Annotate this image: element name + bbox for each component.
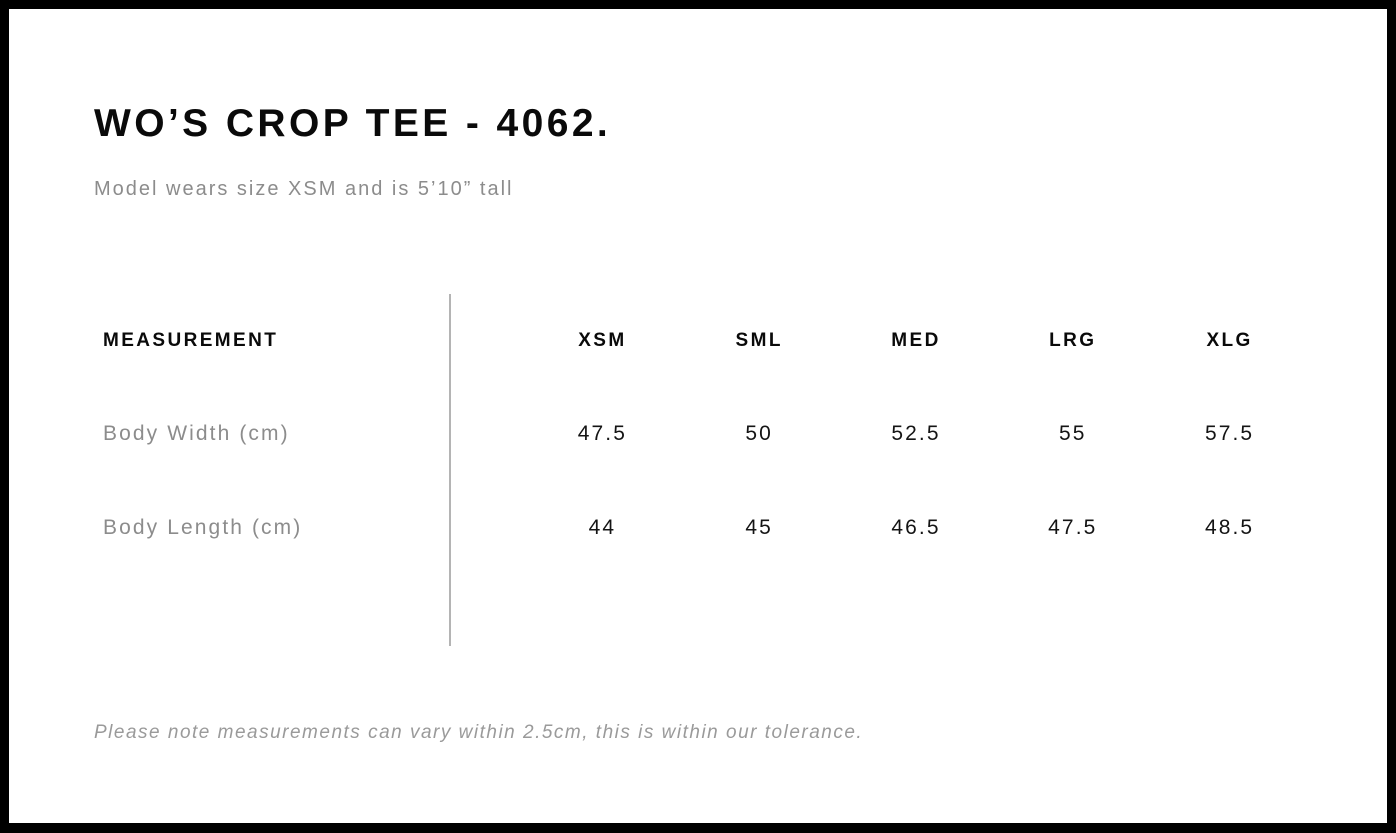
row-value-cell: 47.5 bbox=[994, 516, 1151, 540]
column-header-med: MED bbox=[891, 329, 941, 351]
value-body-width-lrg: 55 bbox=[1059, 422, 1087, 445]
row-value-cell: 47.5 bbox=[524, 422, 681, 446]
table-header-size-cell: SML bbox=[681, 330, 838, 352]
column-divider bbox=[449, 294, 451, 646]
row-value-cell: 44 bbox=[524, 516, 681, 540]
column-header-measurement: MEASUREMENT bbox=[103, 329, 279, 351]
table-header-size-cell: MED bbox=[838, 330, 995, 352]
table-header-size-cell: XSM bbox=[524, 330, 681, 352]
row-label-cell: Body Width (cm) bbox=[94, 422, 524, 446]
table-row: Body Length (cm) 44 45 46.5 47.5 48.5 bbox=[94, 481, 1308, 575]
row-value-cell: 50 bbox=[681, 422, 838, 446]
row-value-cell: 46.5 bbox=[838, 516, 995, 540]
column-header-xlg: XLG bbox=[1206, 329, 1253, 351]
size-chart-page: WO’S CROP TEE - 4062. Model wears size X… bbox=[9, 9, 1387, 823]
table-header-size-cell: LRG bbox=[994, 330, 1151, 352]
column-header-xsm: XSM bbox=[578, 329, 627, 351]
page-title: WO’S CROP TEE - 4062. bbox=[94, 102, 612, 145]
column-header-lrg: LRG bbox=[1049, 329, 1097, 351]
row-value-cell: 48.5 bbox=[1151, 516, 1308, 540]
row-label-body-length: Body Length (cm) bbox=[103, 516, 303, 539]
value-body-width-xlg: 57.5 bbox=[1204, 422, 1255, 445]
row-value-cell: 45 bbox=[681, 516, 838, 540]
row-value-cell: 57.5 bbox=[1151, 422, 1308, 446]
measurements-table: MEASUREMENT XSM SML MED LRG XLG bbox=[94, 294, 1308, 646]
row-value-cell: 52.5 bbox=[838, 422, 995, 446]
column-header-sml: SML bbox=[735, 329, 783, 351]
value-body-width-sml: 50 bbox=[745, 422, 773, 445]
table-header-size-cell: XLG bbox=[1151, 330, 1308, 352]
value-body-length-xlg: 48.5 bbox=[1204, 516, 1255, 539]
row-label-cell: Body Length (cm) bbox=[94, 516, 524, 540]
tolerance-note: Please note measurements can vary within… bbox=[94, 722, 864, 743]
value-body-length-lrg: 47.5 bbox=[1048, 516, 1098, 539]
row-label-body-width: Body Width (cm) bbox=[103, 422, 290, 445]
value-body-width-xsm: 47.5 bbox=[577, 422, 628, 445]
table-header-measurement-cell: MEASUREMENT bbox=[94, 330, 524, 352]
table-header-row: MEASUREMENT XSM SML MED LRG XLG bbox=[94, 294, 1308, 387]
header: WO’S CROP TEE - 4062. Model wears size X… bbox=[94, 102, 1347, 201]
value-body-width-med: 52.5 bbox=[891, 422, 941, 445]
value-body-length-xsm: 44 bbox=[588, 516, 617, 539]
value-body-length-sml: 45 bbox=[745, 516, 773, 539]
row-value-cell: 55 bbox=[994, 422, 1151, 446]
model-info-subtitle: Model wears size XSM and is 5’10” tall bbox=[94, 177, 514, 200]
table-row: Body Width (cm) 47.5 50 52.5 55 57.5 bbox=[94, 387, 1308, 481]
value-body-length-med: 46.5 bbox=[891, 516, 941, 539]
